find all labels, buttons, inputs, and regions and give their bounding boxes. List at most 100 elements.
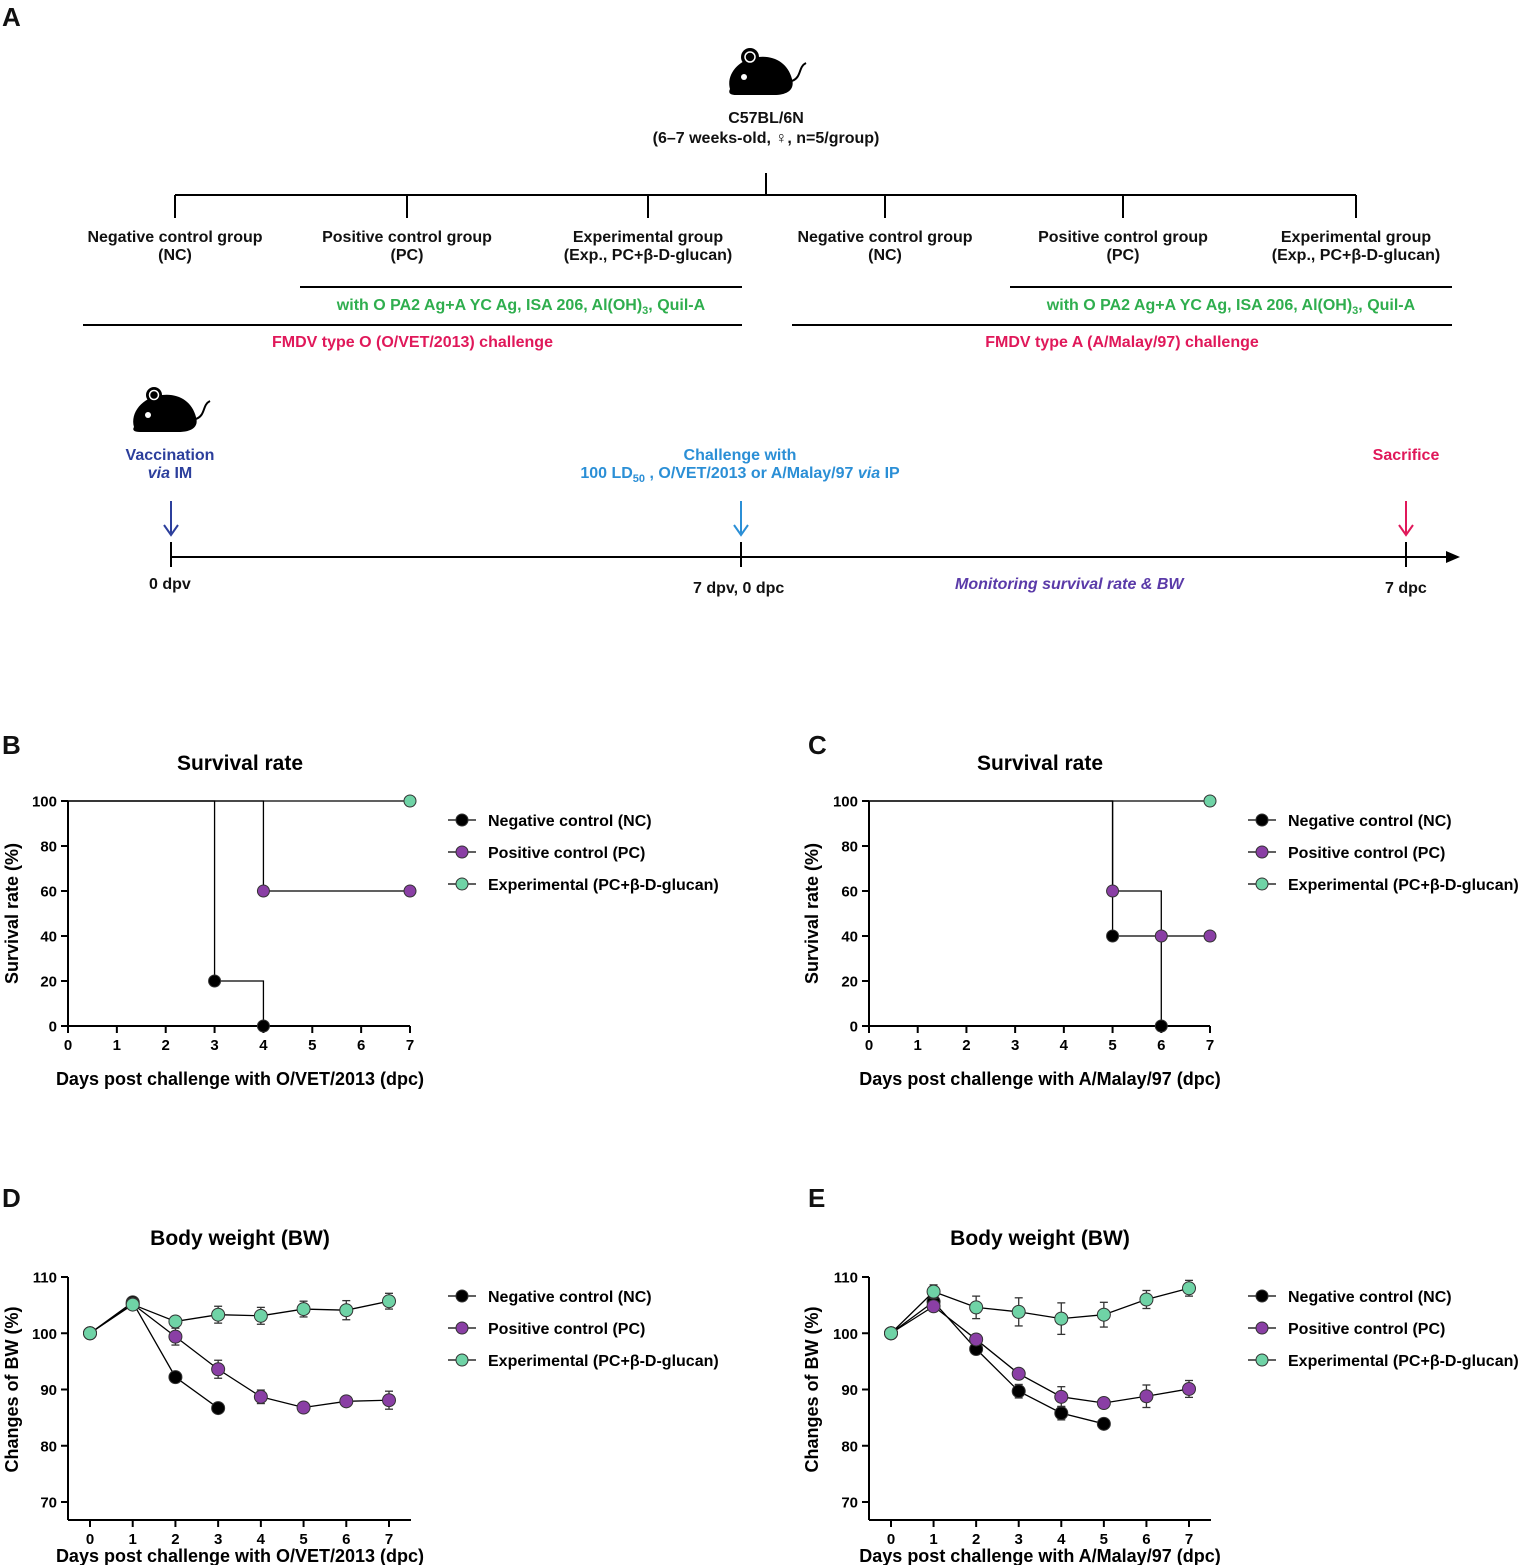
timeline-7-dpc: 7 dpc <box>1385 580 1427 597</box>
x-tick-label: 5 <box>308 1037 316 1054</box>
timeline-7-dpv: 7 dpv, 0 dpc <box>693 580 785 597</box>
data-point <box>1203 794 1217 808</box>
data-point <box>1096 1396 1111 1410</box>
series-line <box>89 1301 219 1409</box>
legend-marker <box>455 1289 469 1303</box>
series-line <box>68 800 265 1026</box>
timeline-0-dpv: 0 dpv <box>149 576 191 593</box>
y-tick-label: 100 <box>833 1326 858 1343</box>
x-tick-label: 2 <box>162 1037 170 1054</box>
y-tick-label: 20 <box>841 974 858 991</box>
data-point <box>969 1300 984 1315</box>
series-2 <box>83 1292 396 1341</box>
x-axis-label: Days post challenge with O/VET/2013 (dpc… <box>56 1069 424 1089</box>
group-tree-lines <box>83 173 1452 326</box>
data-point <box>969 1332 984 1347</box>
series-1 <box>884 1299 1196 1410</box>
legend-marker <box>455 1353 469 1367</box>
series-0 <box>68 800 270 1033</box>
x-axis-label: Days post challenge with A/Malay/97 (dpc… <box>859 1546 1220 1565</box>
data-point <box>211 1362 226 1377</box>
x-tick-label: 4 <box>1060 1037 1069 1054</box>
x-tick-label: 6 <box>357 1037 365 1054</box>
group-nc-left: Negative control group (NC) <box>87 229 263 264</box>
legend-marker <box>455 1321 469 1335</box>
y-tick-label: 60 <box>841 884 858 901</box>
data-point <box>256 884 270 898</box>
x-tick-label: 3 <box>1011 1037 1019 1054</box>
y-axis-label: Survival rate (%) <box>802 843 822 984</box>
legend-marker <box>1255 1353 1269 1367</box>
legend-label: Experimental (PC+β-D-glucan) <box>488 1353 719 1370</box>
legend-label: Experimental (PC+β-D-glucan) <box>1288 1353 1519 1370</box>
mouse-icon-timeline <box>133 387 211 432</box>
challenge-label: Challenge with 100 LD50 , O/VET/2013 or … <box>580 447 900 486</box>
y-tick-label: 40 <box>40 929 57 946</box>
y-tick-label: 80 <box>40 839 57 856</box>
data-point <box>339 1394 354 1409</box>
series-line <box>890 1287 1190 1334</box>
data-point <box>211 1307 226 1322</box>
legend-marker <box>1255 1289 1269 1303</box>
chart-bw-a: Body weight (BW) 70 80 90 100 110 0 1 2 3 4 5 6 7Days… <box>802 1227 1519 1565</box>
y-tick-label: 80 <box>841 1438 858 1455</box>
series-2 <box>884 1279 1196 1341</box>
x-tick-label: 7 <box>1185 1531 1193 1548</box>
chart-title: Body weight (BW) <box>150 1227 330 1250</box>
data-point <box>1106 884 1120 898</box>
x-tick-label: 5 <box>299 1531 307 1548</box>
x-tick-label: 0 <box>887 1531 895 1548</box>
legend-marker <box>1255 877 1269 891</box>
series-line <box>869 800 1162 1026</box>
legend-label: Negative control (NC) <box>1288 1289 1452 1306</box>
y-tick-label: 0 <box>850 1019 858 1036</box>
data-point <box>1011 1384 1026 1399</box>
data-point <box>1054 1406 1069 1421</box>
group-nc-right: Negative control group (NC) <box>797 229 973 264</box>
x-tick-label: 6 <box>1157 1037 1165 1054</box>
legend-label: Positive control (PC) <box>488 845 645 862</box>
data-point <box>382 1393 396 1408</box>
series-line <box>89 1303 390 1409</box>
vaccine-label-left: with O PA2 Ag+A YC Ag, ISA 206, Al(OH)3,… <box>336 297 706 318</box>
data-point <box>83 1326 97 1341</box>
y-tick-label: 70 <box>841 1495 858 1512</box>
chart-survival-o: Survival rate 0 20 40 60 80 100 0 1 2 3 4 5 6 7 Days po… <box>2 752 719 1089</box>
legend-marker <box>455 877 469 891</box>
x-tick-label: 2 <box>962 1037 970 1054</box>
series-line <box>890 1300 1105 1425</box>
x-tick-label: 1 <box>113 1037 121 1054</box>
chart-title: Survival rate <box>977 752 1103 775</box>
legend-marker <box>1255 845 1269 859</box>
data-point <box>1011 1366 1026 1381</box>
panel-label-e: E <box>808 1183 826 1213</box>
series-0 <box>869 800 1168 1033</box>
data-point <box>1182 1381 1196 1396</box>
data-point <box>256 1019 270 1033</box>
panel-label-c: C <box>808 730 827 760</box>
data-point <box>253 1308 268 1323</box>
y-tick-label: 40 <box>841 929 858 946</box>
legend-label: Experimental (PC+β-D-glucan) <box>488 877 719 894</box>
data-point <box>1106 929 1120 943</box>
challenge-a-label: FMDV type A (A/Malay/97) challenge <box>985 334 1259 351</box>
data-point <box>168 1370 183 1385</box>
data-point <box>1054 1389 1069 1404</box>
group-exp-left: Experimental group (Exp., PC+β-D-glucan) <box>563 229 733 264</box>
y-tick-label: 100 <box>32 1326 57 1343</box>
y-axis-label: Survival rate (%) <box>2 843 22 984</box>
x-tick-label: 5 <box>1108 1037 1116 1054</box>
series-line <box>890 1305 1190 1404</box>
x-tick-label: 3 <box>1015 1531 1023 1548</box>
x-axis-label: Days post challenge with O/VET/2013 (dpc… <box>56 1546 424 1565</box>
data-point <box>403 884 417 898</box>
y-tick-label: 110 <box>33 1270 57 1287</box>
data-point <box>1096 1307 1111 1322</box>
x-tick-label: 1 <box>129 1531 137 1548</box>
y-tick-label: 110 <box>834 1270 858 1287</box>
data-point <box>168 1329 183 1344</box>
x-tick-label: 0 <box>865 1037 873 1054</box>
y-tick-label: 80 <box>40 1438 57 1455</box>
mouse-info: (6–7 weeks-old, ♀, n=5/group) <box>652 130 880 147</box>
panel-label-b: B <box>2 730 21 760</box>
